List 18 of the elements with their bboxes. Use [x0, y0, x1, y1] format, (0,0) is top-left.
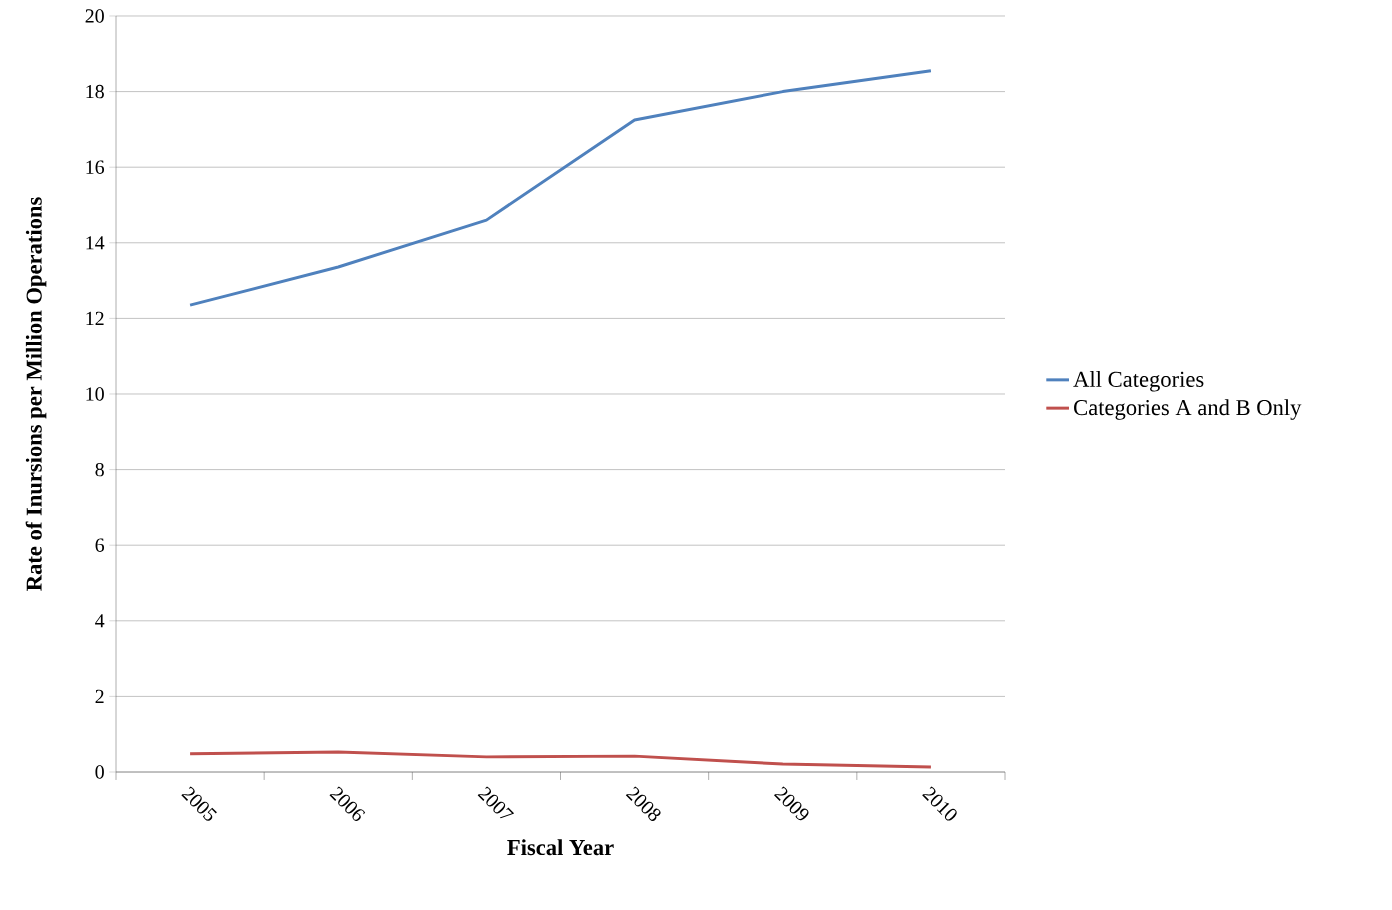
y-tick-label: 12: [86, 311, 104, 325]
y-tick-label: 16: [86, 160, 105, 174]
y-tick-label: 8: [95, 462, 104, 477]
line-series: [188, 750, 933, 769]
y-tick-label: 0: [95, 765, 104, 779]
legend-label: Categories A and B Only: [1074, 399, 1302, 420]
x-tick-label: 2007: [477, 786, 515, 819]
y-tick-label: 20: [85, 9, 104, 23]
y-tick-label: 4: [95, 614, 105, 628]
y-tick-label: 14: [86, 236, 105, 250]
y-tick-label: 10: [86, 387, 104, 401]
line-series: [188, 69, 933, 307]
y-axis-title: Rate of Inursions per Million Operations: [25, 197, 47, 591]
y-tick-label: 6: [95, 538, 105, 552]
x-axis-title: Fiscal Year: [507, 839, 614, 856]
legend-label: All Categories: [1073, 371, 1204, 392]
y-tick-label: 18: [86, 84, 104, 99]
y-tick-label: 2: [95, 689, 104, 703]
